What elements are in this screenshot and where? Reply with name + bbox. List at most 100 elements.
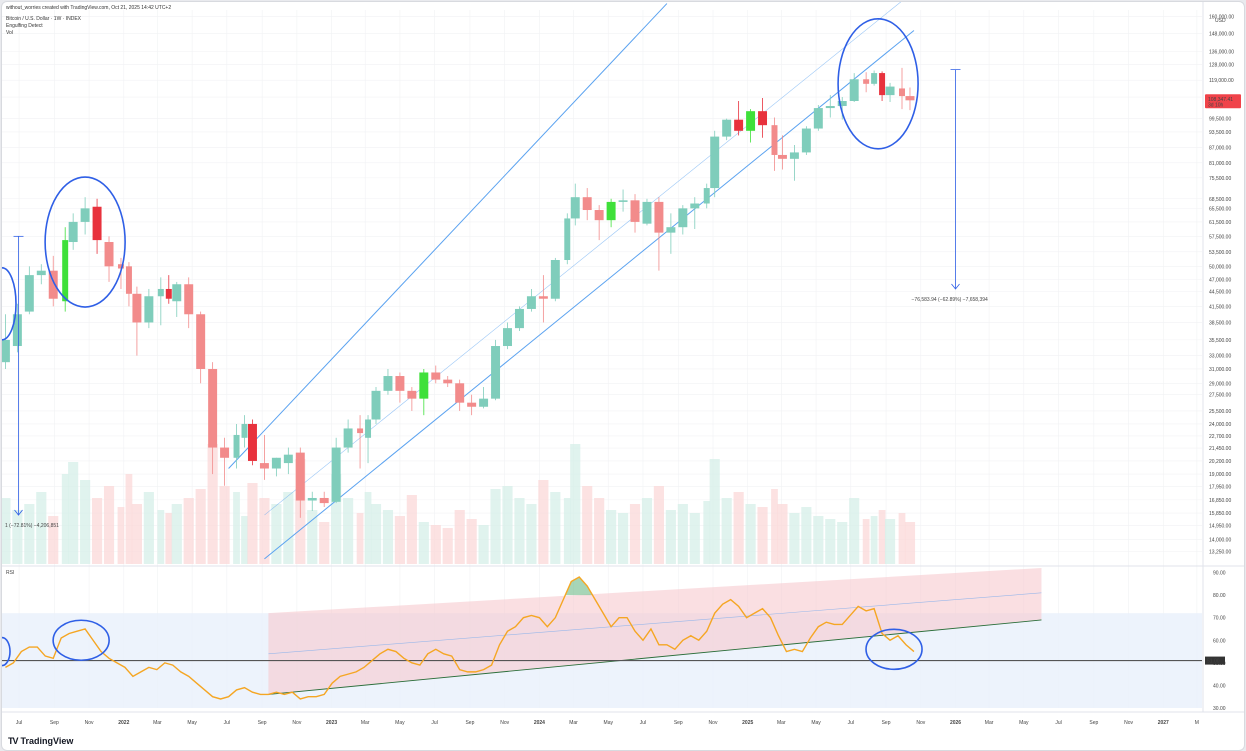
time-tick-label: 2025 (742, 720, 753, 726)
volume-bar (526, 504, 537, 564)
candle-body (357, 428, 364, 434)
header-indicator-engulfing[interactable]: Engulfing Detect (6, 23, 43, 29)
volume-bar (283, 492, 294, 564)
time-tick-label: Sep (1089, 720, 1098, 726)
last-price-badge (1205, 94, 1241, 109)
volume-bar (157, 510, 165, 564)
price-tick-label: 47,000.00 (1209, 278, 1231, 284)
candle (431, 365, 441, 384)
measure-label: 1 (−72.81%) −4,206,851 (5, 523, 59, 529)
candle (196, 311, 206, 384)
price-tick-label: 57,500.00 (1209, 234, 1231, 240)
volume-bar (789, 513, 800, 564)
volume-bar (219, 486, 230, 564)
candle-body (172, 284, 182, 302)
volume-bar (709, 459, 720, 564)
candle-body (703, 188, 710, 204)
candle-body (642, 201, 652, 224)
candle (801, 126, 811, 155)
volume-bar (24, 504, 35, 564)
volume-bar (594, 498, 605, 564)
candle (144, 288, 154, 329)
volume-bar (884, 519, 896, 564)
candle (479, 387, 489, 409)
candle-body (307, 497, 317, 501)
time-tick-label: 2022 (118, 720, 129, 726)
price-axis-currency: USD (1215, 18, 1226, 24)
volume-bar (570, 444, 581, 564)
volume-bar (125, 474, 133, 564)
candle-body (331, 447, 341, 502)
volume-bar (721, 498, 732, 564)
volume-bar (466, 519, 477, 564)
candle-body (319, 497, 329, 504)
candle (899, 67, 905, 110)
time-tick-label: May (604, 720, 614, 726)
candle (383, 368, 393, 395)
candle (365, 415, 372, 464)
candle (871, 70, 878, 86)
volume-bar (271, 504, 282, 564)
volume-bar (563, 498, 571, 564)
candle (526, 288, 536, 312)
volume-bar (241, 516, 248, 564)
volume-bar (2, 498, 11, 564)
candle (172, 281, 182, 317)
candle-body (184, 284, 194, 315)
candle-body (678, 208, 688, 228)
volume-bar (617, 513, 629, 564)
measure-arrow-icon (14, 509, 23, 516)
candle-body (467, 402, 477, 407)
time-tick-label: Mar (569, 720, 578, 726)
candle (503, 322, 512, 350)
time-tick-label: Nov (292, 720, 301, 726)
candle (514, 306, 524, 331)
volume-bar (207, 444, 218, 564)
candle (395, 372, 405, 403)
candle-body (837, 100, 847, 107)
time-tick-label: Mar (985, 720, 994, 726)
volume-bar (331, 474, 342, 564)
candle-body (2, 339, 10, 363)
candle-body (630, 200, 640, 222)
candle-body (125, 266, 132, 294)
candle-body (734, 119, 744, 131)
rsi-line (5, 576, 915, 700)
tradingview-brand[interactable]: TV TradingView (8, 736, 73, 746)
volume-bar (878, 510, 886, 564)
candle (331, 437, 341, 504)
candle-body (825, 106, 835, 109)
volume-bar (801, 507, 812, 564)
time-tick-label: Nov (500, 720, 509, 726)
candle (666, 213, 676, 254)
candle (371, 387, 381, 424)
time-tick-label: May (187, 720, 197, 726)
price-tick-label: 27,500.00 (1209, 393, 1231, 399)
time-axis: Jul Sep Nov 2022 Mar May Jul Sep Nov 2023 Mar May Ju… (16, 720, 1199, 726)
time-tick-label: May (811, 720, 821, 726)
price-tick-label: 61,500.00 (1209, 220, 1231, 226)
candle-body (419, 372, 429, 399)
candle-body (722, 119, 732, 137)
channel-mid-line (264, 2, 902, 516)
candle (443, 376, 453, 388)
candle (259, 434, 269, 480)
candle-body (12, 314, 22, 347)
volume-bar (538, 480, 549, 564)
candle (630, 194, 640, 233)
header-indicator-volume[interactable]: Vol (6, 30, 13, 36)
time-tick-label: Nov (916, 720, 925, 726)
candle-body (144, 296, 154, 323)
tradingview-logo-icon: TV (8, 736, 18, 746)
volume-bar (771, 489, 778, 564)
volume-bar (103, 486, 115, 564)
hand-drawn-circle (2, 266, 17, 341)
header-attribution: without_worries created with TradingView… (6, 5, 172, 11)
candle (233, 423, 240, 469)
measure-label: −76,583.94 (−62.89%) −7,658,394 (912, 297, 989, 303)
candle (92, 198, 102, 254)
candle-body (62, 240, 69, 302)
candle-body (849, 79, 859, 101)
time-tick-label: 2027 (1158, 720, 1169, 726)
